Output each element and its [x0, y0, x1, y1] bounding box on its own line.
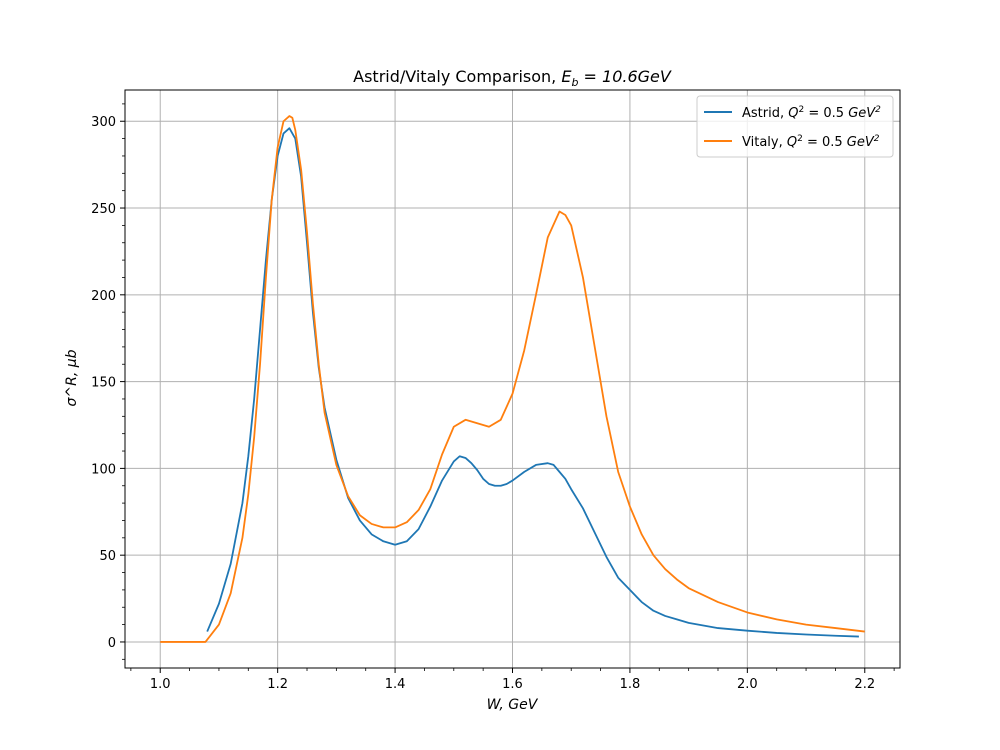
- x-axis: 1.0 1.2 1.4 1.6 1.8 2.0 2.2: [130, 668, 895, 692]
- series-layer: [160, 115, 865, 643]
- legend-label-vitaly: Vitaly, Q2 = 0.5 GeV2: [742, 134, 880, 150]
- legend: Astrid, Q2 = 0.5 GeV2 Vitaly, Q2 = 0.5 G…: [696, 95, 894, 158]
- y-tick-label: 150: [91, 376, 116, 391]
- y-tick-label: 250: [91, 202, 116, 217]
- grid: [125, 90, 900, 668]
- x-tick-label: 2.2: [854, 677, 875, 692]
- x-tick-label: 1.0: [150, 677, 171, 692]
- x-tick-label: 1.8: [620, 677, 641, 692]
- y-tick-label: 300: [91, 115, 116, 130]
- y-tick-label: 200: [91, 289, 116, 304]
- y-axis: 0 50 100 150 200 250 300: [91, 103, 125, 660]
- y-axis-label: σ^R, μb: [64, 349, 80, 406]
- x-tick-label: 1.6: [502, 677, 523, 692]
- y-tick-label: 0: [108, 636, 116, 651]
- chart-title: Astrid/Vitaly Comparison, Eb = 10.6GeV: [353, 67, 672, 89]
- series-line-vitaly: [160, 115, 865, 643]
- y-tick-label: 100: [91, 462, 116, 477]
- y-tick-label: 50: [99, 549, 116, 564]
- x-tick-label: 1.2: [267, 677, 288, 692]
- legend-box: [696, 95, 894, 158]
- x-axis-label: W, GeV: [487, 697, 539, 713]
- series-line-astrid: [206, 127, 859, 638]
- legend-label-astrid: Astrid, Q2 = 0.5 GeV2: [742, 105, 881, 121]
- x-tick-label: 1.4: [385, 677, 406, 692]
- x-tick-label: 2.0: [737, 677, 758, 692]
